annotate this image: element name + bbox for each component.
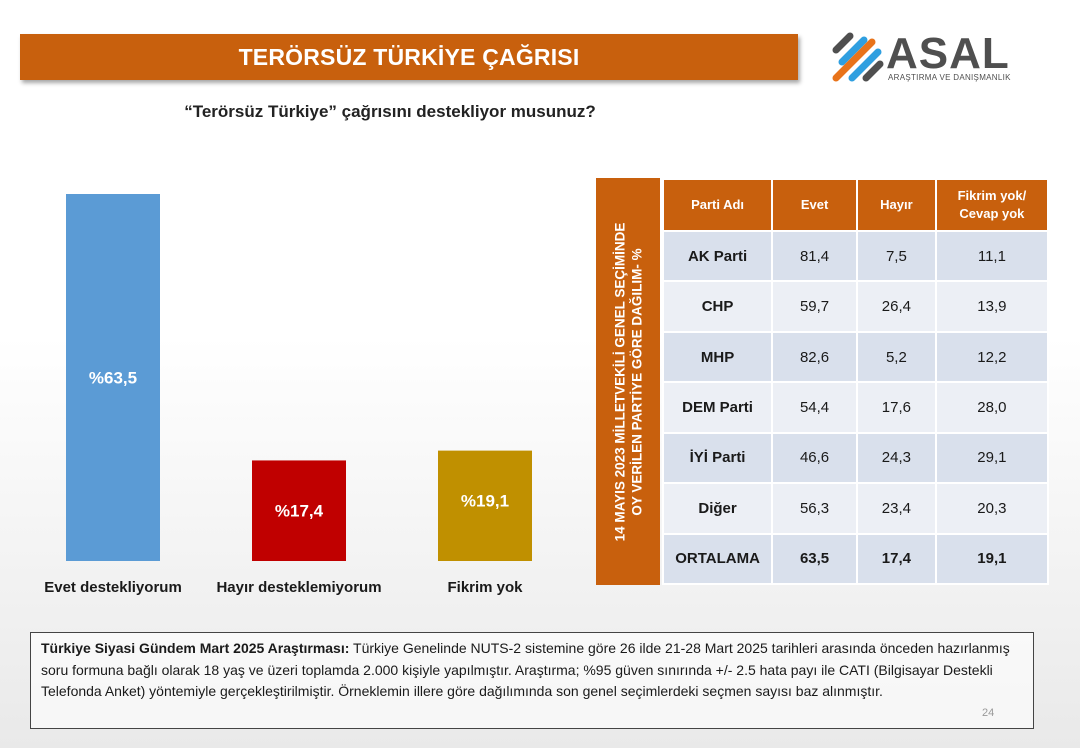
- evet-value: 59,7: [771, 280, 858, 333]
- fikrim-value: 12,2: [934, 330, 1050, 384]
- side-label-line1: 14 MAYIS 2023 MİLLETVEKİLİ GENEL SEÇİMİN…: [612, 222, 627, 541]
- bar-value-label: %17,4: [275, 501, 324, 520]
- category-label: Hayır desteklemiyorum: [216, 579, 381, 596]
- chart-question: “Terörsüz Türkiye” çağrısını destekliyor…: [184, 102, 596, 121]
- side-label-line2: OY VERİLEN PARTİYE GÖRE DAĞILIM- %: [629, 247, 644, 516]
- footnote-title: Türkiye Siyasi Gündem Mart 2025 Araştırm…: [41, 640, 350, 656]
- hayir-value: 7,5: [856, 229, 937, 283]
- page-number: 24: [982, 707, 995, 719]
- table-row: İYİ Parti 46,6 24,3 29,1: [661, 431, 1050, 485]
- hayir-value: 17,6: [856, 381, 937, 434]
- category-label: Evet destekliyorum: [44, 579, 182, 596]
- table-row: Diğer 56,3 23,4 20,3: [661, 482, 1050, 535]
- logo-subtitle: ARAŞTIRMA VE DANIŞMANLIK: [888, 73, 1011, 82]
- party-name: MHP: [661, 330, 774, 384]
- bar-2: [252, 460, 346, 561]
- header-party: Parti Adı: [661, 178, 774, 232]
- hayir-value: 5,2: [856, 330, 937, 384]
- hayir-value: 17,4: [856, 532, 937, 586]
- bar-value-label: %19,1: [461, 492, 509, 511]
- party-name: AK Parti: [661, 229, 774, 283]
- header-hayir: Hayır: [856, 178, 937, 232]
- hayir-value: 23,4: [856, 482, 937, 535]
- hayir-value: 26,4: [856, 280, 937, 333]
- footnote-text: Türkiye Genelinde NUTS-2 sistemine göre …: [41, 640, 1010, 699]
- category-label: Fikrim yok: [447, 579, 523, 596]
- evet-value: 81,4: [771, 229, 858, 283]
- header-fikrim: Fikrim yok/Cevap yok: [934, 178, 1050, 232]
- table-header-row: Parti Adı Evet Hayır Fikrim yok/Cevap yo…: [661, 178, 1050, 232]
- table-row: CHP 59,7 26,4 13,9: [661, 280, 1050, 333]
- fikrim-value: 20,3: [934, 482, 1050, 535]
- hayir-value: 24,3: [856, 431, 937, 485]
- party-name: ORTALAMA: [661, 532, 774, 586]
- asal-logo: ASAL ARAŞTIRMA VE DANIŞMANLIK: [828, 30, 1028, 86]
- bar-3: [438, 450, 532, 561]
- title-banner: TERÖRSÜZ TÜRKİYE ÇAĞRISI: [20, 34, 798, 80]
- table-row: AK Parti 81,4 7,5 11,1: [661, 229, 1050, 283]
- evet-value: 63,5: [771, 532, 858, 586]
- evet-value: 46,6: [771, 431, 858, 485]
- bar-value-label: %63,5: [89, 369, 137, 388]
- fikrim-value: 19,1: [934, 532, 1050, 586]
- evet-value: 56,3: [771, 482, 858, 535]
- header-evet: Evet: [771, 178, 858, 232]
- table-row: DEM Parti 54,4 17,6 28,0: [661, 381, 1050, 434]
- party-name: DEM Parti: [661, 381, 774, 434]
- party-distribution-table-wrap: 14 MAYIS 2023 MİLLETVEKİLİ GENEL SEÇİMİN…: [596, 178, 1050, 586]
- party-name: CHP: [661, 280, 774, 333]
- fikrim-value: 28,0: [934, 381, 1050, 434]
- bar-1: [66, 194, 160, 561]
- fikrim-value: 11,1: [934, 229, 1050, 283]
- evet-value: 82,6: [771, 330, 858, 384]
- fikrim-value: 13,9: [934, 280, 1050, 333]
- methodology-footnote: Türkiye Siyasi Gündem Mart 2025 Araştırm…: [30, 632, 1034, 729]
- logo-wordmark: ASAL: [886, 29, 1010, 78]
- asal-logo-mark-icon: [832, 32, 884, 82]
- table-row: MHP 82,6 5,2 12,2: [661, 330, 1050, 384]
- party-distribution-table: Parti Adı Evet Hayır Fikrim yok/Cevap yo…: [661, 178, 1050, 586]
- table-side-label: 14 MAYIS 2023 MİLLETVEKİLİ GENEL SEÇİMİN…: [596, 178, 660, 585]
- fikrim-value: 29,1: [934, 431, 1050, 485]
- party-name: İYİ Parti: [661, 431, 774, 485]
- party-name: Diğer: [661, 482, 774, 535]
- table-row-average: ORTALAMA 63,5 17,4 19,1: [661, 532, 1050, 586]
- page-title: TERÖRSÜZ TÜRKİYE ÇAĞRISI: [238, 43, 580, 70]
- support-bar-chart: %63,5 Evet destekliyorum %17,4 Hayır destek…: [44, 194, 532, 596]
- evet-value: 54,4: [771, 381, 858, 434]
